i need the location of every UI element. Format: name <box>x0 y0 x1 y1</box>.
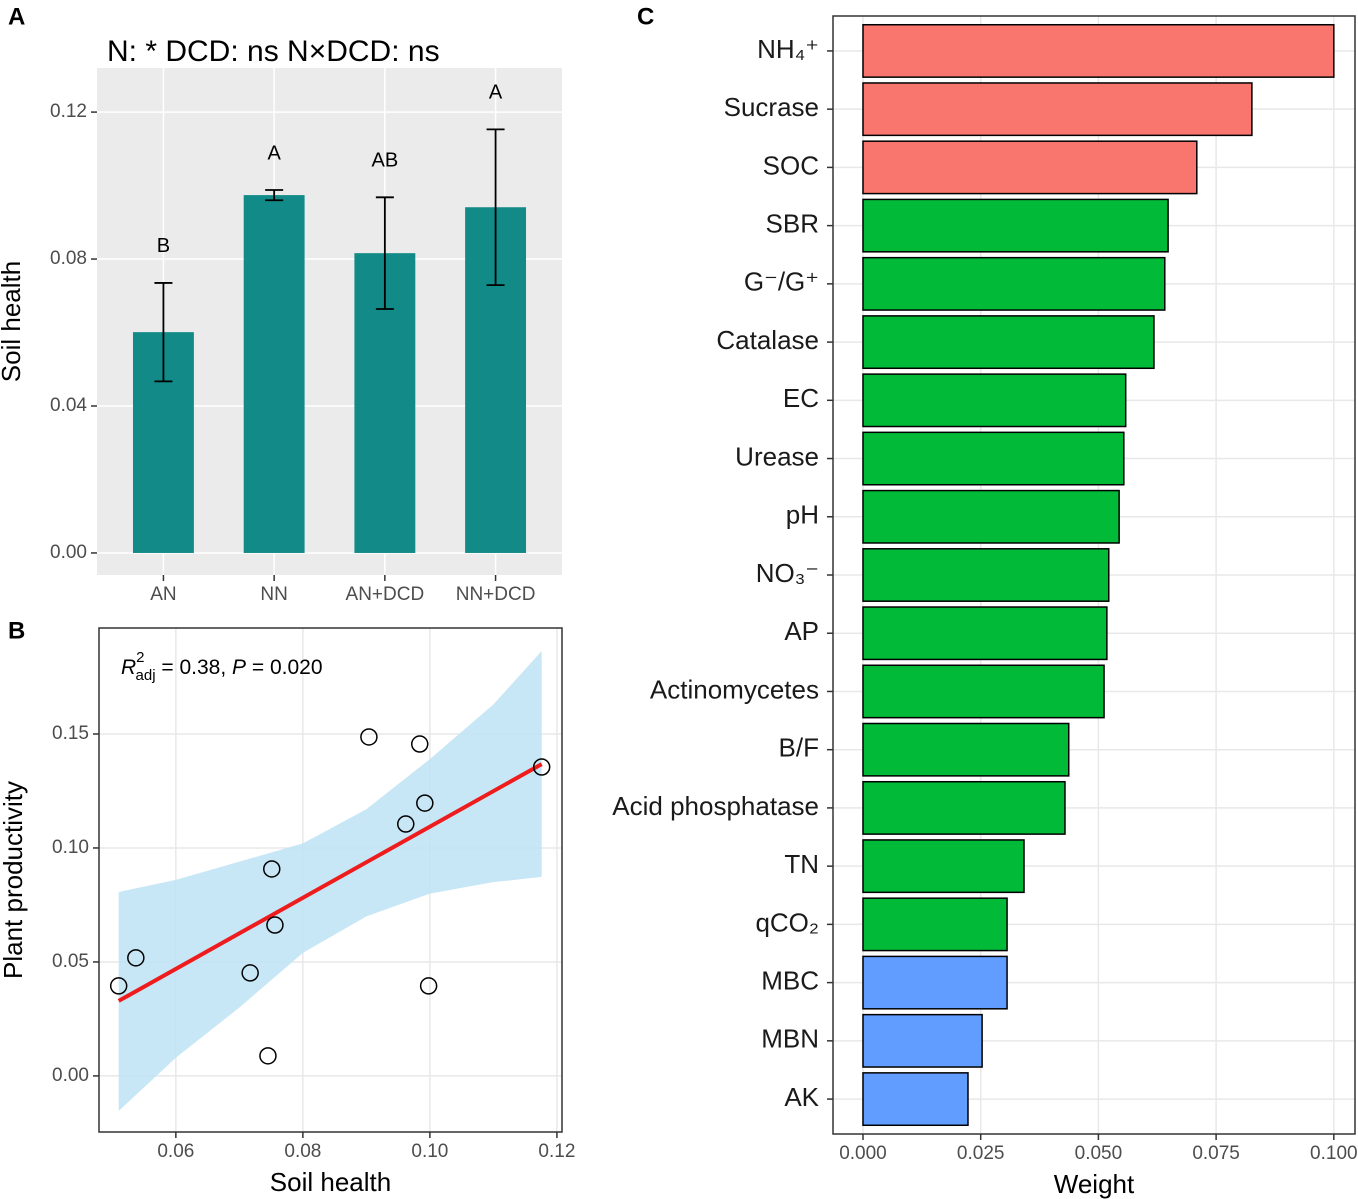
point <box>360 728 378 746</box>
significance-letter: A <box>489 82 503 104</box>
y-tick-label: 0.05 <box>52 951 89 972</box>
category-label: EC <box>783 383 819 413</box>
point <box>241 964 259 982</box>
annotation-part: = 0.38, <box>156 656 232 679</box>
x-tick-label: 0.050 <box>1075 1143 1123 1164</box>
bar <box>862 198 1169 253</box>
category-label: Actinomycetes <box>650 674 819 704</box>
y-tick-label: 0.10 <box>52 837 89 858</box>
point <box>127 949 145 967</box>
bar <box>862 1013 983 1068</box>
point <box>259 1047 277 1065</box>
annotation-part: = 0.020 <box>246 656 322 679</box>
x-tick-label: AN+DCD <box>346 584 425 605</box>
subtitle: N: * DCD: ns N×DCD: ns <box>107 35 440 68</box>
category-label: Urease <box>735 441 819 471</box>
significance-letter: AB <box>372 150 399 172</box>
point <box>263 860 281 878</box>
y-tick-label: 0.00 <box>52 1065 89 1086</box>
panel-label: C <box>637 3 654 30</box>
bar <box>862 489 1120 544</box>
bar <box>862 722 1070 777</box>
bar <box>862 955 1008 1010</box>
bar <box>862 140 1198 195</box>
category-label: MBC <box>761 965 819 995</box>
point <box>109 977 128 995</box>
bar <box>862 315 1155 370</box>
bar <box>243 195 305 553</box>
point <box>532 758 551 776</box>
x-tick-label: 0.08 <box>284 1141 321 1162</box>
significance-letter: A <box>267 142 281 164</box>
y-tick-label: 0.04 <box>50 395 87 416</box>
category-label: SOC <box>763 150 819 180</box>
bar <box>862 839 1025 894</box>
x-tick-label: NN <box>260 584 287 605</box>
x-tick-label: AN <box>150 584 176 605</box>
bar <box>862 897 1008 952</box>
x-tick-label: 0.06 <box>157 1141 194 1162</box>
y-tick-label: 0.15 <box>52 723 89 744</box>
x-tick-label: 0.025 <box>957 1143 1005 1164</box>
plot-border <box>98 627 563 1133</box>
category-label: AP <box>784 616 819 646</box>
point <box>266 916 284 934</box>
bar <box>862 606 1108 661</box>
category-label: NH₄⁺ <box>757 34 819 64</box>
y-tick-label: 0.00 <box>50 542 87 563</box>
x-tick-label: 0.075 <box>1192 1143 1240 1164</box>
category-label: MBN <box>761 1024 819 1054</box>
bar <box>862 780 1066 835</box>
annotation-part: 2 <box>136 649 144 666</box>
bar <box>862 23 1335 78</box>
bar <box>862 1072 969 1127</box>
x-axis-title: Weight <box>1054 1169 1135 1199</box>
category-label: SBR <box>766 209 819 239</box>
annotation-part: R <box>121 656 136 679</box>
point <box>419 977 438 995</box>
bar <box>862 664 1105 719</box>
x-tick-label: NN+DCD <box>456 584 536 605</box>
y-axis-title: Soil health <box>0 261 26 382</box>
panel-label: A <box>8 3 25 30</box>
category-label: B/F <box>779 733 819 763</box>
annotation: R2 adj = 0.38, P = 0.020 <box>121 649 323 684</box>
category-label: NO₃⁻ <box>756 558 819 588</box>
bar <box>862 548 1110 602</box>
x-tick-label: 0.000 <box>839 1143 887 1164</box>
point <box>397 815 415 833</box>
category-label: Catalase <box>716 325 819 355</box>
x-tick-label: 0.12 <box>538 1141 575 1162</box>
y-tick-label: 0.12 <box>50 101 87 122</box>
point <box>410 735 429 753</box>
y-tick-label: 0.08 <box>50 248 87 269</box>
x-tick-label: 0.100 <box>1310 1143 1358 1164</box>
category-label: pH <box>786 500 819 530</box>
category-label: Sucrase <box>724 92 819 122</box>
category-label: AK <box>784 1082 819 1112</box>
x-axis-title: Soil health <box>270 1167 391 1197</box>
bar <box>862 256 1166 311</box>
category-label: qCO₂ <box>755 907 819 937</box>
x-tick-label: 0.10 <box>411 1141 448 1162</box>
fit-line <box>117 762 543 1003</box>
bar <box>862 82 1253 137</box>
y-axis-title: Plant productivity <box>0 781 28 979</box>
panel-label: B <box>8 617 25 644</box>
annotation-part: adj <box>136 667 156 684</box>
point <box>416 794 434 812</box>
annotation-part: P <box>232 656 246 679</box>
bar <box>862 431 1125 486</box>
category-label: Acid phosphatase <box>612 791 819 821</box>
bar <box>862 373 1127 428</box>
category-label: TN <box>784 849 819 879</box>
significance-letter: B <box>157 235 170 257</box>
plot-border <box>832 15 1356 1135</box>
category-label: G⁻/G⁺ <box>744 267 819 297</box>
